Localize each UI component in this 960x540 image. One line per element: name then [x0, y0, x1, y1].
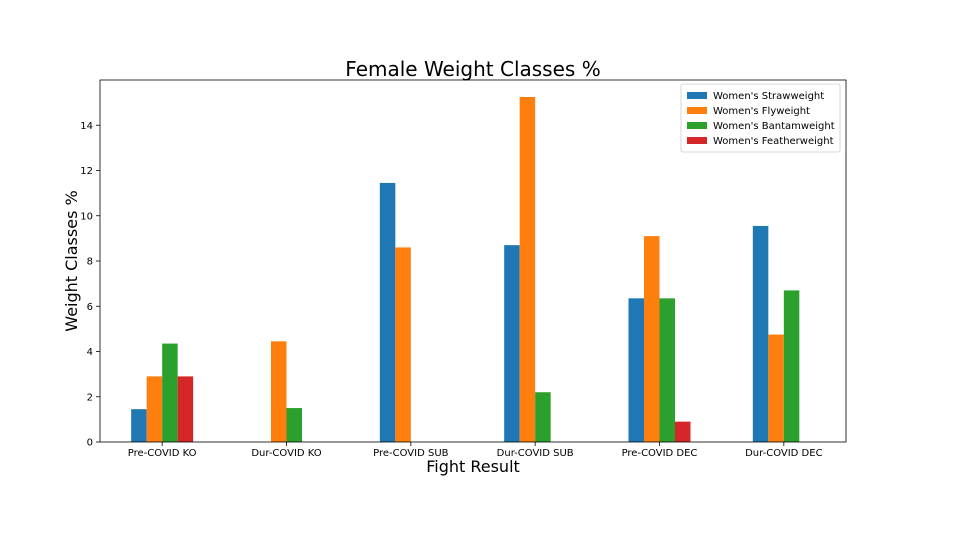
bar: [162, 343, 178, 442]
y-tick-label: 14: [80, 121, 93, 132]
bar: [177, 376, 194, 442]
y-tick-label: 10: [80, 211, 93, 222]
y-axis-label: Weight Classes %: [62, 190, 81, 331]
y-tick-label: 6: [87, 302, 93, 313]
legend-entry: Women's Strawweight: [713, 91, 824, 102]
x-tick-label: Pre-COVID DEC: [622, 448, 698, 459]
x-tick-label: Dur-COVID KO: [251, 448, 321, 459]
bar: [146, 376, 163, 442]
x-tick-label: Pre-COVID SUB: [373, 448, 449, 459]
bar: [504, 245, 520, 442]
bar: [286, 408, 302, 442]
bar: [379, 182, 396, 442]
x-axis-label: Fight Result: [426, 457, 520, 476]
y-ticks-group: 0 2 4 6 8 10 12 14: [80, 121, 100, 449]
x-ticks-group: Pre-COVID KO Dur-COVID KO Pre-COVID SUB Dur…: [128, 442, 823, 459]
bars-group: [131, 96, 800, 442]
bar: [395, 247, 411, 442]
bar: [783, 290, 800, 442]
legend-entry: Women's Flyweight: [713, 106, 810, 117]
x-tick-label: Pre-COVID KO: [128, 448, 197, 459]
y-tick-label: 4: [87, 347, 93, 358]
y-tick-label: 2: [87, 392, 93, 403]
y-tick-label: 0: [87, 438, 93, 449]
legend-frame: [680, 83, 841, 153]
x-tick-label: Dur-COVID DEC: [745, 448, 822, 459]
bar: [675, 421, 691, 442]
bar: [752, 225, 769, 442]
bar: [271, 341, 287, 442]
y-tick-label: 8: [87, 257, 93, 268]
chart-title: Female Weight Classes %: [345, 57, 600, 81]
y-tick-label: 12: [80, 166, 93, 177]
bar: [628, 298, 644, 442]
bar: [131, 409, 147, 442]
bar: [644, 236, 660, 442]
plot-frame: [99, 79, 847, 443]
legend-entry: Women's Bantamweight: [713, 121, 835, 132]
legend: Women's Strawweight Women's Flyweight Wome…: [680, 83, 841, 153]
legend-swatch: [687, 137, 707, 144]
legend-swatch: [687, 122, 707, 129]
bar: [659, 298, 675, 442]
x-tick-label: Dur-COVID SUB: [497, 448, 574, 459]
bar: [519, 96, 536, 442]
legend-entry: Women's Featherweight: [713, 136, 834, 147]
bar: [768, 334, 784, 442]
legend-swatch: [687, 92, 707, 99]
legend-swatch: [687, 107, 707, 114]
bar: [535, 392, 551, 442]
